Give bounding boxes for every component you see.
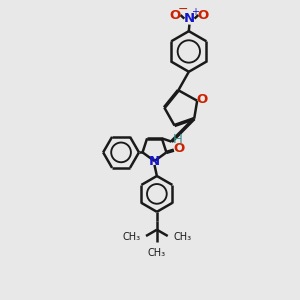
- Text: O: O: [196, 93, 208, 106]
- Text: CH₃: CH₃: [148, 248, 166, 258]
- Text: −: −: [178, 3, 189, 16]
- Text: O: O: [198, 9, 209, 22]
- Text: H: H: [173, 133, 183, 146]
- Text: CH₃: CH₃: [122, 232, 141, 242]
- Text: O: O: [173, 142, 184, 155]
- Text: N: N: [149, 155, 160, 168]
- Text: CH₃: CH₃: [173, 232, 191, 242]
- Text: O: O: [170, 9, 181, 22]
- Text: N: N: [184, 12, 195, 25]
- Text: +: +: [191, 7, 199, 17]
